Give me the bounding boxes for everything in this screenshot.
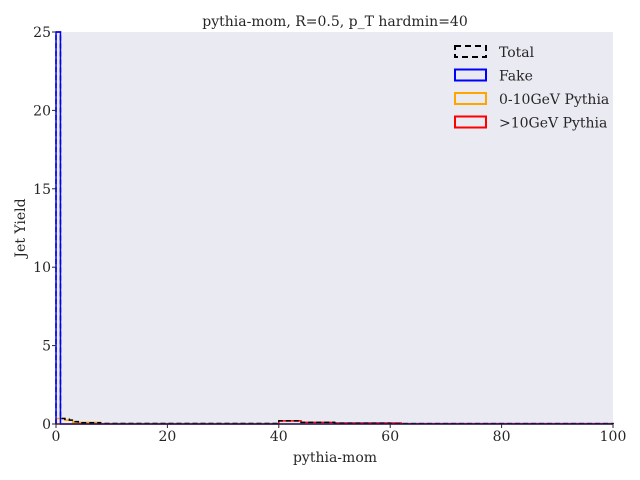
y-tick-label: 25 — [33, 25, 51, 41]
x-tick-label: 60 — [381, 429, 399, 445]
y-tick-label: 15 — [33, 182, 51, 198]
y-tick-label: 5 — [42, 339, 51, 355]
legend-swatch — [454, 92, 487, 105]
x-tick-label: 80 — [493, 429, 511, 445]
legend-label: 0-10GeV Pythia — [499, 92, 609, 108]
y-tick-label: 0 — [42, 417, 51, 433]
chart-title: pythia-mom, R=0.5, p_T hardmin=40 — [202, 14, 467, 30]
legend: Total Fake 0-10GeV Pythia >10GeV Pythia — [454, 45, 609, 132]
x-tick-label: 0 — [52, 429, 61, 445]
legend-label: >10GeV Pythia — [499, 116, 607, 132]
axes-layer: 0 20 40 60 80 100 0 5 10 15 20 25 — [33, 25, 626, 445]
legend-swatch — [454, 68, 487, 82]
y-tick-label: 20 — [33, 103, 51, 119]
legend-swatch — [454, 115, 487, 129]
plot-background — [56, 32, 613, 424]
legend-swatch — [454, 45, 487, 58]
legend-label: Fake — [499, 69, 533, 85]
x-axis-label: pythia-mom — [293, 450, 377, 466]
x-tick-label: 40 — [270, 429, 288, 445]
y-axis-label: Jet Yield — [13, 198, 29, 259]
series-total — [55, 31, 614, 425]
legend-label: Total — [499, 45, 535, 61]
x-tick-label: 20 — [158, 429, 176, 445]
x-tick-label: 100 — [600, 429, 627, 445]
y-tick-label: 10 — [33, 260, 51, 276]
